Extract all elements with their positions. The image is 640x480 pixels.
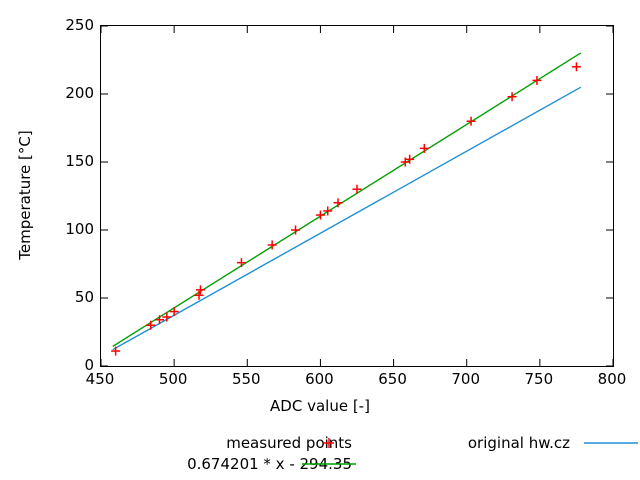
x-tick-label: 600	[305, 370, 334, 388]
y-tick-label: 150	[65, 152, 94, 170]
y-axis-title: Temperature [°C]	[16, 130, 34, 260]
plot-area	[100, 25, 614, 367]
y-tick-label: 50	[74, 288, 94, 306]
data-point	[333, 198, 343, 208]
data-point	[146, 320, 156, 330]
legend-label: measured points	[226, 434, 352, 452]
data-point	[571, 62, 581, 72]
data-point	[532, 75, 542, 85]
data-point	[267, 240, 277, 250]
legend-line-icon	[298, 455, 360, 473]
series-measured-points	[111, 62, 581, 356]
x-tick-label: 750	[524, 370, 554, 388]
data-point	[162, 312, 172, 322]
data-point	[315, 210, 325, 220]
data-point	[323, 206, 333, 216]
x-tick-label: 800	[597, 370, 627, 388]
data-point	[291, 225, 301, 235]
legend-label: 0.674201 * x - 294.35	[187, 455, 352, 473]
y-axis-title-wrap: Temperature [°C]	[0, 0, 36, 390]
y-tick-label: 200	[65, 84, 94, 102]
legend-entry[interactable]: original hw.cz	[0, 434, 640, 452]
data-point	[236, 258, 246, 268]
data-point	[111, 346, 121, 356]
series-linear-fit	[112, 52, 582, 348]
series-original-hw-cz	[112, 86, 582, 351]
data-point	[194, 290, 204, 300]
data-point	[466, 116, 476, 126]
y-tick-label: 100	[65, 220, 94, 238]
x-tick-label: 650	[378, 370, 407, 388]
x-axis-title: ADC value [-]	[270, 397, 370, 415]
x-tick-label: 450	[85, 370, 115, 388]
x-tick-label: 550	[231, 370, 261, 388]
axis-ticks	[101, 26, 613, 366]
data-point	[195, 285, 205, 295]
legend-label: original hw.cz	[467, 434, 570, 452]
data-point	[419, 143, 429, 153]
legend-entry[interactable]: 0.674201 * x - 294.35	[0, 455, 640, 473]
x-tick-label: 700	[451, 370, 481, 388]
y-axis-tick-labels: 250 200 150 100 50 0	[50, 0, 94, 480]
x-tick-label: 500	[158, 370, 188, 388]
plot-series-svg	[101, 26, 613, 366]
x-axis-tick-labels: 450 500 550 600 650 700 750 800	[0, 372, 640, 392]
data-point	[507, 92, 517, 102]
legend-marker-icon	[298, 434, 360, 452]
chart-legend: measured points 0.674201 * x - 294.35 orig…	[0, 430, 640, 476]
y-tick-label: 0	[84, 356, 94, 374]
legend-entry[interactable]: measured points	[0, 434, 640, 452]
legend-line-icon	[580, 434, 640, 452]
y-tick-label: 250	[65, 16, 94, 34]
data-point	[169, 307, 179, 317]
data-point	[155, 315, 165, 325]
data-point	[405, 154, 415, 164]
data-point	[352, 184, 362, 194]
